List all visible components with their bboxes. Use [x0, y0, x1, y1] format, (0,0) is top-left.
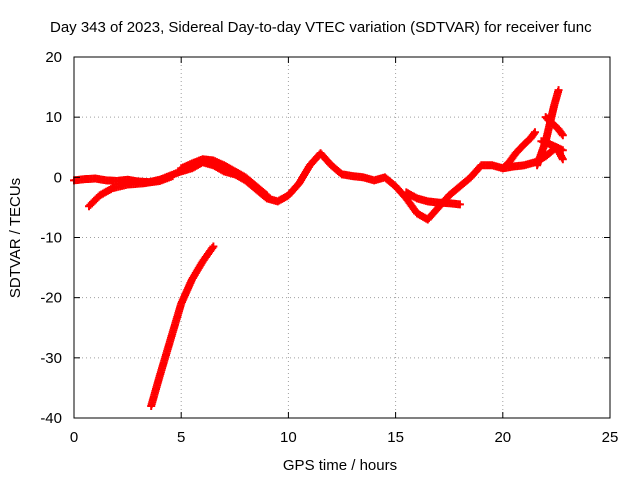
data-point [261, 190, 270, 199]
y-tick-label: -10 [40, 230, 62, 247]
y-tick-label: -20 [40, 290, 62, 307]
data-point [558, 146, 567, 155]
data-point [557, 129, 566, 138]
x-tick-label: 15 [387, 429, 404, 446]
data-point [455, 200, 464, 209]
y-tick-label: 20 [45, 49, 62, 66]
y-tick-label: 0 [54, 169, 62, 186]
data-point [558, 131, 567, 140]
x-axis-title: GPS time / hours [283, 457, 397, 474]
x-tick-label: 25 [602, 429, 619, 446]
data-points [70, 86, 567, 410]
x-tick-label: 10 [280, 429, 297, 446]
data-point [209, 242, 218, 251]
data-point [554, 86, 563, 95]
data-point [529, 129, 538, 138]
x-tick-label: 20 [494, 429, 511, 446]
y-tick-label: -30 [40, 350, 62, 367]
data-point [530, 128, 539, 137]
data-point [168, 172, 177, 181]
data-point [208, 244, 217, 253]
chart-title: Day 343 of 2023, Sidereal Day-to-day VTE… [50, 19, 592, 36]
y-tick-label: -40 [40, 410, 62, 427]
x-tick-label: 5 [177, 429, 185, 446]
x-tick-label: 0 [70, 429, 78, 446]
y-axis-title: SDTVAR / TECUs [7, 178, 24, 298]
y-tick-label: 10 [45, 109, 62, 126]
data-point [558, 155, 567, 164]
axis-ticks: 0 5 10 15 20 25 -40 -30 -20 -10 0 10 20 [40, 49, 618, 446]
data-point [262, 191, 271, 200]
